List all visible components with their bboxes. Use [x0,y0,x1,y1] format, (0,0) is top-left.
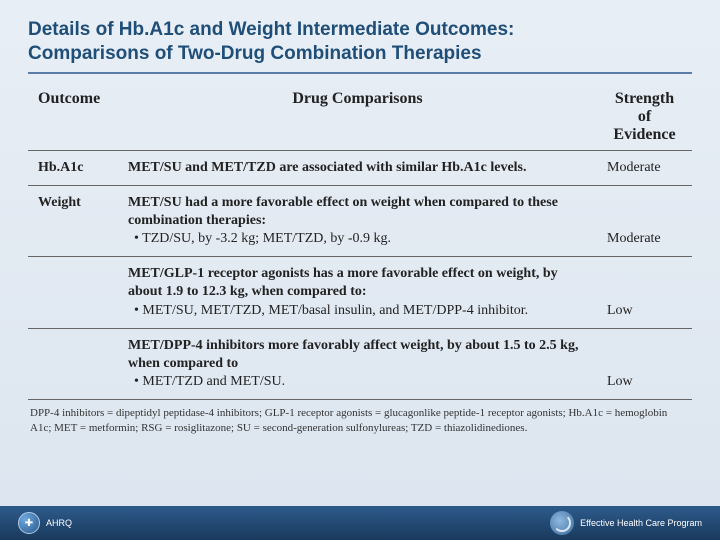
table-row: Hb.A1c MET/SU and MET/TZD are associated… [28,150,692,185]
header-drug: Drug Comparisons [118,84,597,151]
footnote: DPP-4 inhibitors = dipeptidyl peptidase-… [28,400,692,436]
cell-drug: MET/GLP-1 receptor agonists has a more f… [118,257,597,329]
title-line-2: Comparisons of Two-Drug Combination Ther… [28,43,482,64]
slide: Details of Hb.A1c and Weight Intermediat… [0,0,720,540]
table-row: MET/GLP-1 receptor agonists has a more f… [28,257,692,329]
swirl-icon [550,511,574,535]
cell-outcome: Hb.A1c [28,150,118,185]
table-body: Hb.A1c MET/SU and MET/TZD are associated… [28,150,692,400]
cell-outcome: Weight [28,185,118,257]
left-org-label: AHRQ [46,518,72,528]
logo-right: Effective Health Care Program [550,511,702,535]
table-row: MET/DPP-4 inhibitors more favorably affe… [28,328,692,400]
comparison-table: Outcome Drug Comparisons Strength of Evi… [28,84,692,401]
title-underline [28,72,692,74]
header-strength: Strength of Evidence [597,84,692,151]
cell-strength: Low [597,257,692,329]
table-row: Weight MET/SU had a more favorable effec… [28,185,692,257]
cell-outcome [28,257,118,329]
logo-left: ✚ AHRQ [18,512,72,534]
table-header-row: Outcome Drug Comparisons Strength of Evi… [28,84,692,151]
footer-bar: ✚ AHRQ Effective Health Care Program [0,506,720,540]
cell-outcome [28,328,118,400]
slide-title: Details of Hb.A1c and Weight Intermediat… [28,18,692,66]
ahrq-badge-icon: ✚ [18,512,40,534]
header-outcome: Outcome [28,84,118,151]
cell-drug: MET/DPP-4 inhibitors more favorably affe… [118,328,597,400]
cell-strength: Low [597,328,692,400]
cell-strength: Moderate [597,150,692,185]
cell-strength: Moderate [597,185,692,257]
cell-drug: MET/SU had a more favorable effect on we… [118,185,597,257]
title-line-1: Details of Hb.A1c and Weight Intermediat… [28,19,514,40]
cell-drug: MET/SU and MET/TZD are associated with s… [118,150,597,185]
right-org-label: Effective Health Care Program [580,518,702,528]
